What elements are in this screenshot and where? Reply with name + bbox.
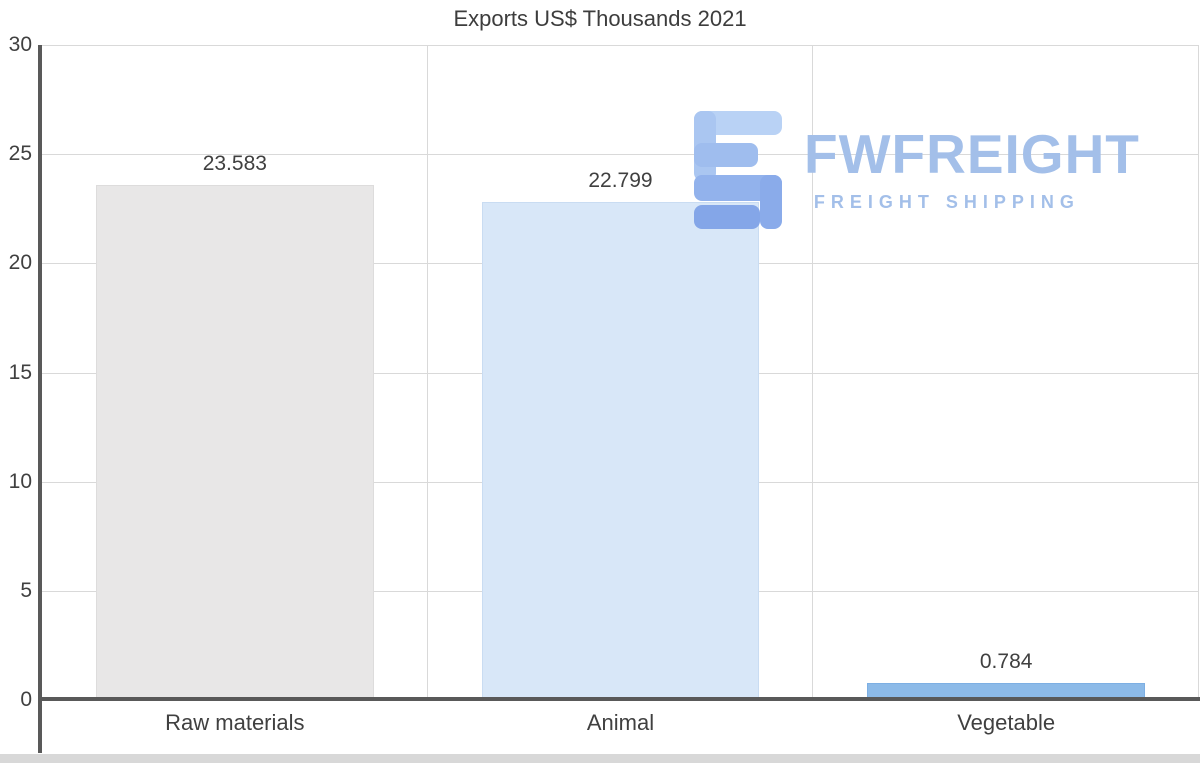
gridline-y-25 bbox=[42, 154, 1199, 156]
x-axis-category-labels: Raw materials Animal Vegetable bbox=[42, 710, 1199, 742]
brand-name: FWFREIGHT bbox=[804, 123, 1140, 185]
fwfreight-logo-icon bbox=[694, 111, 782, 229]
bar-slot-0: 23.583 bbox=[42, 45, 428, 700]
bar-value-label: 0.784 bbox=[979, 649, 1033, 673]
x-category-label-raw-materials: Raw materials bbox=[165, 710, 305, 735]
bar-animal bbox=[481, 202, 760, 700]
bar-value-label: 22.799 bbox=[588, 169, 653, 193]
brand-text-block: FWFREIGHT FREIGHT SHIPPING bbox=[804, 111, 1140, 213]
brand-watermark: FWFREIGHT FREIGHT SHIPPING bbox=[690, 111, 1140, 229]
y-tick-label-20: 20 bbox=[8, 251, 32, 275]
bar-raw-materials bbox=[95, 185, 374, 700]
brand-tagline: FREIGHT SHIPPING bbox=[813, 192, 1080, 212]
plot-area: FWFREIGHT FREIGHT SHIPPING 23.583 22.799 0… bbox=[42, 45, 1199, 700]
y-tick-label-15: 15 bbox=[8, 360, 32, 384]
y-tick-label-25: 25 bbox=[8, 142, 32, 166]
gridline-y-30 bbox=[42, 45, 1199, 46]
y-tick-label-30: 30 bbox=[8, 33, 32, 56]
bar-value-label: 23.583 bbox=[202, 152, 267, 176]
chart-title: Exports US$ Thousands 2021 bbox=[453, 6, 747, 31]
y-axis-line bbox=[38, 45, 42, 753]
bottom-border-strip bbox=[0, 754, 1200, 763]
bar-slot-1: 22.799 bbox=[428, 45, 814, 700]
x-category-label-vegetable: Vegetable bbox=[957, 710, 1056, 735]
y-tick-label-0: 0 bbox=[20, 688, 32, 711]
y-tick-label-5: 5 bbox=[20, 578, 32, 602]
x-axis-line bbox=[38, 697, 1200, 701]
x-category-label-animal: Animal bbox=[586, 710, 655, 735]
y-tick-label-10: 10 bbox=[8, 469, 32, 493]
